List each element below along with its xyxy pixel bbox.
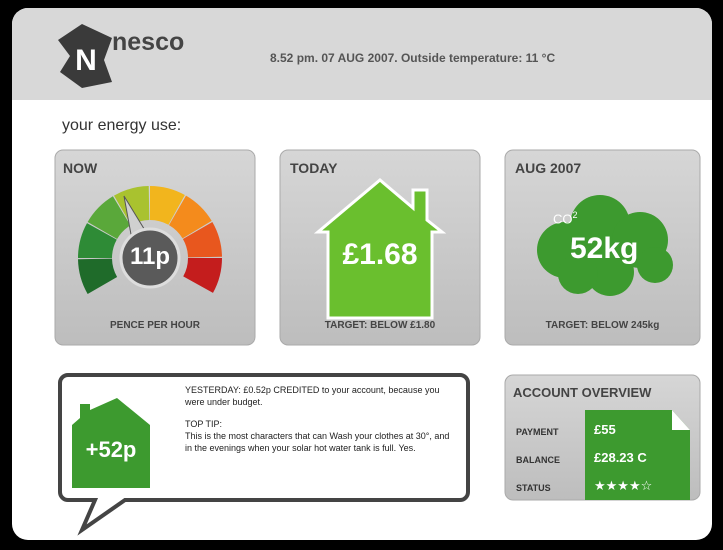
unit-sup: 2 (572, 210, 578, 220)
logo-text: nesco (112, 28, 185, 56)
speech-bubble (58, 373, 470, 536)
account-label: STATUS (516, 483, 551, 493)
card-title: AUG 2007 (515, 160, 582, 176)
unit: CO2 (553, 210, 578, 226)
cloud-icon (537, 195, 673, 296)
logo-icon: N (58, 24, 112, 88)
svg-text:N: N (75, 44, 97, 77)
card-title: ACCOUNT OVERVIEW (513, 385, 652, 400)
card-title: NOW (63, 160, 98, 176)
month-value: 52kg (570, 232, 639, 265)
tip-title: TOP TIP: (185, 419, 223, 429)
account-value: ★★★★☆ (594, 478, 653, 493)
account-panel (585, 410, 690, 500)
folded-corner (672, 410, 690, 430)
header-info: 8.52 pm. 07 AUG 2007. Outside temperatur… (270, 51, 556, 65)
account-value: £55 (594, 422, 616, 437)
card-caption: PENCE PER HOUR (109, 320, 200, 331)
house-icon (313, 178, 447, 320)
account-label: PAYMENT (516, 427, 559, 437)
credit-value: +52p (85, 437, 137, 462)
small-house-icon (72, 398, 150, 488)
card-caption: TARGET: BELOW £1.80 (324, 320, 436, 331)
unit-text: CO (553, 211, 573, 227)
header-bar (12, 8, 712, 100)
card-caption: TARGET: BELOW 245kg (545, 320, 660, 331)
card-title: TODAY (290, 160, 338, 176)
tip-text: This is the most characters that can Was… (185, 431, 450, 453)
section-title: your energy use: (62, 117, 182, 134)
message-text: YESTERDAY: £0.52p CREDITED to your accou… (185, 385, 440, 407)
gauge-hub (119, 227, 181, 289)
account-label: BALANCE (516, 455, 560, 465)
account-value: £28.23 C (594, 450, 647, 465)
today-value: £1.68 (342, 238, 418, 271)
gauge (78, 186, 222, 330)
now-value: 11p (129, 243, 171, 270)
